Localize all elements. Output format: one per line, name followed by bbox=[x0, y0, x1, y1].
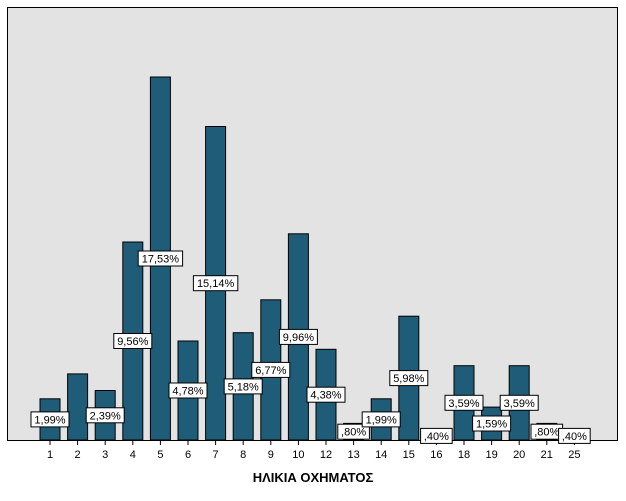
svg-text:,80%: ,80% bbox=[534, 427, 559, 439]
svg-text:,80%: ,80% bbox=[341, 427, 366, 439]
data-label-21: ,80% bbox=[530, 423, 564, 440]
svg-text:9,96%: 9,96% bbox=[283, 332, 314, 344]
x-tick-label: 20 bbox=[513, 449, 525, 461]
svg-text:1,99%: 1,99% bbox=[34, 414, 65, 426]
x-tick-label: 10 bbox=[292, 449, 304, 461]
x-tick-label: 15 bbox=[403, 449, 415, 461]
x-tick-label: 7 bbox=[213, 449, 219, 461]
bar-2 bbox=[67, 373, 89, 441]
data-label-20: 3,59% bbox=[499, 394, 539, 411]
data-label-15: 5,98% bbox=[389, 370, 429, 387]
x-tick-label: 8 bbox=[240, 449, 246, 461]
data-label-10: 9,96% bbox=[278, 328, 318, 345]
x-axis-title: ΗΛΙΚΙΑ ΟΧΗΜΑΤΟΣ bbox=[252, 470, 374, 485]
x-tick-label: 18 bbox=[458, 449, 470, 461]
data-label-1: 1,99% bbox=[30, 411, 70, 428]
svg-text:17,53%: 17,53% bbox=[142, 254, 180, 266]
data-label-18: 3,59% bbox=[444, 394, 484, 411]
svg-text:15,14%: 15,14% bbox=[197, 278, 235, 290]
x-tick-label: 12 bbox=[320, 449, 332, 461]
data-label-5: 17,53% bbox=[137, 250, 184, 267]
x-tick-label: 14 bbox=[375, 449, 387, 461]
svg-text:5,18%: 5,18% bbox=[228, 381, 259, 393]
svg-text:3,59%: 3,59% bbox=[448, 398, 479, 410]
data-label-7: 15,14% bbox=[192, 275, 239, 292]
data-label-16: ,40% bbox=[420, 427, 453, 444]
data-label-19: 1,59% bbox=[472, 415, 512, 432]
x-tick-label: 3 bbox=[102, 449, 108, 461]
x-tick-label: 6 bbox=[185, 449, 191, 461]
svg-text:,40%: ,40% bbox=[424, 431, 449, 443]
svg-text:4,38%: 4,38% bbox=[310, 390, 341, 402]
svg-text:4,78%: 4,78% bbox=[172, 386, 203, 398]
x-tick-label: 5 bbox=[157, 449, 163, 461]
svg-text:9,56%: 9,56% bbox=[117, 336, 148, 348]
x-tick-label: 21 bbox=[541, 449, 553, 461]
data-label-9: 6,77% bbox=[251, 361, 291, 378]
x-tick-label: 1 bbox=[47, 449, 53, 461]
svg-text:1,99%: 1,99% bbox=[366, 414, 397, 426]
x-tick-label: 16 bbox=[430, 449, 442, 461]
data-label-3: 2,39% bbox=[85, 407, 125, 424]
data-label-25: ,40% bbox=[558, 427, 591, 444]
x-tick-label: 9 bbox=[268, 449, 274, 461]
svg-text:,40%: ,40% bbox=[562, 431, 587, 443]
data-label-13: ,80% bbox=[337, 423, 370, 440]
x-tick-label: 25 bbox=[568, 449, 580, 461]
data-label-14: 1,99% bbox=[361, 411, 401, 428]
x-tick-label: 4 bbox=[130, 449, 136, 461]
x-tick-label: 19 bbox=[485, 449, 497, 461]
svg-text:6,77%: 6,77% bbox=[255, 365, 286, 377]
svg-text:5,98%: 5,98% bbox=[393, 373, 424, 385]
svg-text:2,39%: 2,39% bbox=[90, 410, 121, 422]
x-tick-label: 13 bbox=[347, 449, 359, 461]
data-label-6: 4,78% bbox=[168, 382, 208, 399]
data-label-4: 9,56% bbox=[113, 333, 153, 349]
svg-text:1,59%: 1,59% bbox=[476, 419, 507, 431]
x-tick-label: 2 bbox=[75, 449, 81, 461]
data-label-8: 5,18% bbox=[223, 378, 263, 395]
svg-text:3,59%: 3,59% bbox=[504, 398, 535, 410]
data-label-12: 4,38% bbox=[306, 386, 346, 403]
